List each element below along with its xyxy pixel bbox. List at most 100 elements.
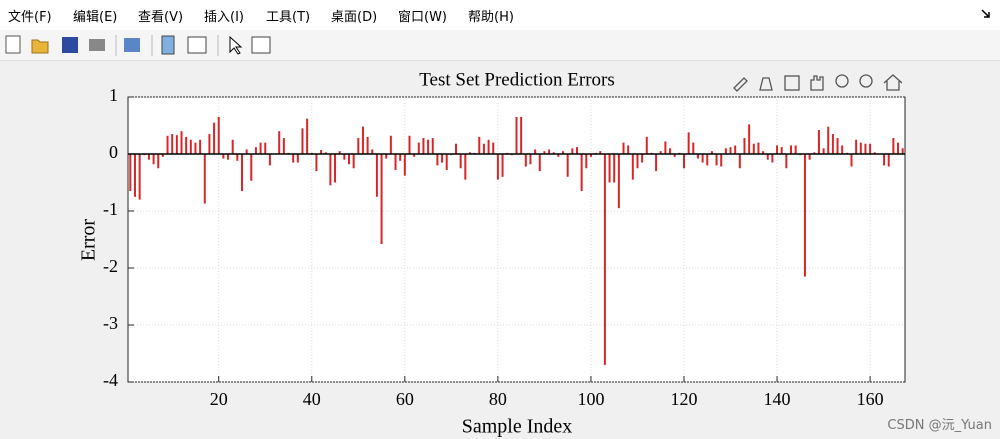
bar — [324, 152, 327, 154]
menu-item[interactable]: 窗口(W) — [398, 10, 447, 25]
bar — [268, 154, 271, 166]
menu-item[interactable]: 文件(F) — [8, 10, 52, 25]
bar — [617, 154, 620, 209]
bar — [706, 154, 709, 166]
y-axis-label: Error — [78, 219, 100, 262]
menu-item[interactable]: 编辑(E) — [73, 10, 118, 25]
watermark: CSDN @沅_Yuan — [887, 418, 992, 433]
bar — [487, 139, 490, 154]
pan-icon[interactable] — [810, 75, 824, 91]
bar — [836, 138, 839, 154]
print-icon[interactable] — [89, 39, 105, 51]
menu-item[interactable]: 工具(T) — [266, 10, 311, 25]
bar — [417, 142, 420, 154]
bar — [315, 154, 318, 172]
dock-icon[interactable] — [980, 8, 992, 20]
bar — [464, 154, 467, 180]
new-icon[interactable] — [5, 35, 21, 54]
menu-bar: 文件(F) 编辑(E) 查看(V) 插入(I) 工具(T) 桌面(D) 窗口(W… — [0, 0, 1000, 30]
bar — [701, 154, 704, 163]
colorbar-icon[interactable] — [161, 35, 175, 55]
bar — [436, 154, 439, 166]
x-tick-label: 160 — [857, 389, 884, 409]
legend-icon[interactable] — [187, 36, 207, 54]
y-tick-label: -1 — [103, 199, 118, 219]
x-tick-label: 100 — [577, 389, 604, 409]
bar — [245, 149, 248, 154]
bar — [589, 154, 592, 157]
menu-item[interactable]: 桌面(D) — [331, 10, 378, 25]
zoom-out-icon[interactable] — [859, 74, 873, 88]
bar — [841, 145, 844, 154]
bar — [161, 154, 164, 157]
x-tick-label: 40 — [303, 389, 321, 409]
x-tick-label: 20 — [210, 389, 228, 409]
toolbar — [0, 30, 1000, 61]
y-tick-label: -2 — [103, 256, 118, 276]
save-icon[interactable] — [62, 37, 78, 53]
bar — [794, 145, 797, 154]
brush-icon[interactable] — [733, 77, 748, 92]
bar — [771, 154, 774, 163]
property-icon[interactable] — [251, 36, 271, 54]
bar — [687, 132, 690, 154]
bar — [171, 134, 174, 154]
open-icon[interactable] — [31, 39, 49, 54]
bar — [822, 148, 825, 154]
bar — [264, 142, 267, 154]
bar — [897, 142, 900, 154]
bar — [817, 130, 820, 154]
datatip-icon[interactable] — [759, 77, 773, 91]
bar — [734, 145, 737, 154]
bar — [534, 149, 537, 154]
menu-item[interactable]: 查看(V) — [138, 10, 184, 25]
bar — [752, 143, 755, 154]
bar — [152, 154, 155, 165]
bar — [459, 154, 462, 169]
bar — [715, 154, 718, 166]
menu-item[interactable]: 插入(I) — [204, 10, 244, 25]
bar — [645, 136, 648, 154]
bar — [180, 131, 183, 154]
zoom-in-icon[interactable] — [835, 74, 849, 88]
menu-item[interactable]: 帮助(H) — [468, 10, 514, 25]
bar — [682, 154, 685, 169]
bar — [901, 148, 904, 154]
bar — [738, 154, 741, 169]
bar — [599, 151, 602, 154]
bar — [785, 154, 788, 169]
bar — [343, 154, 346, 160]
legend-toggle-icon[interactable] — [784, 75, 800, 91]
link-icon[interactable] — [124, 38, 140, 52]
bar — [776, 145, 779, 154]
home-icon[interactable] — [883, 74, 903, 91]
bar — [873, 152, 876, 154]
bar — [231, 139, 234, 154]
bar — [887, 154, 890, 167]
bar — [585, 154, 588, 169]
bar — [529, 154, 532, 165]
bar — [282, 138, 285, 154]
bar — [580, 154, 583, 192]
bar — [859, 142, 862, 154]
bar — [301, 128, 304, 154]
bar — [217, 116, 220, 154]
bar — [766, 154, 769, 160]
bar — [831, 134, 834, 154]
bar — [240, 154, 243, 192]
bar — [496, 154, 499, 180]
bar — [524, 154, 527, 167]
bar — [855, 139, 858, 154]
bar — [445, 154, 448, 170]
toolbar-icons — [5, 35, 271, 56]
pointer-icon[interactable] — [229, 35, 243, 55]
bar — [883, 154, 886, 166]
bar — [431, 138, 434, 154]
bar — [552, 152, 555, 154]
bar — [520, 116, 523, 154]
bar — [538, 154, 541, 172]
bar — [185, 136, 188, 154]
bar — [813, 152, 816, 154]
bar — [199, 139, 202, 154]
bar — [631, 154, 634, 180]
